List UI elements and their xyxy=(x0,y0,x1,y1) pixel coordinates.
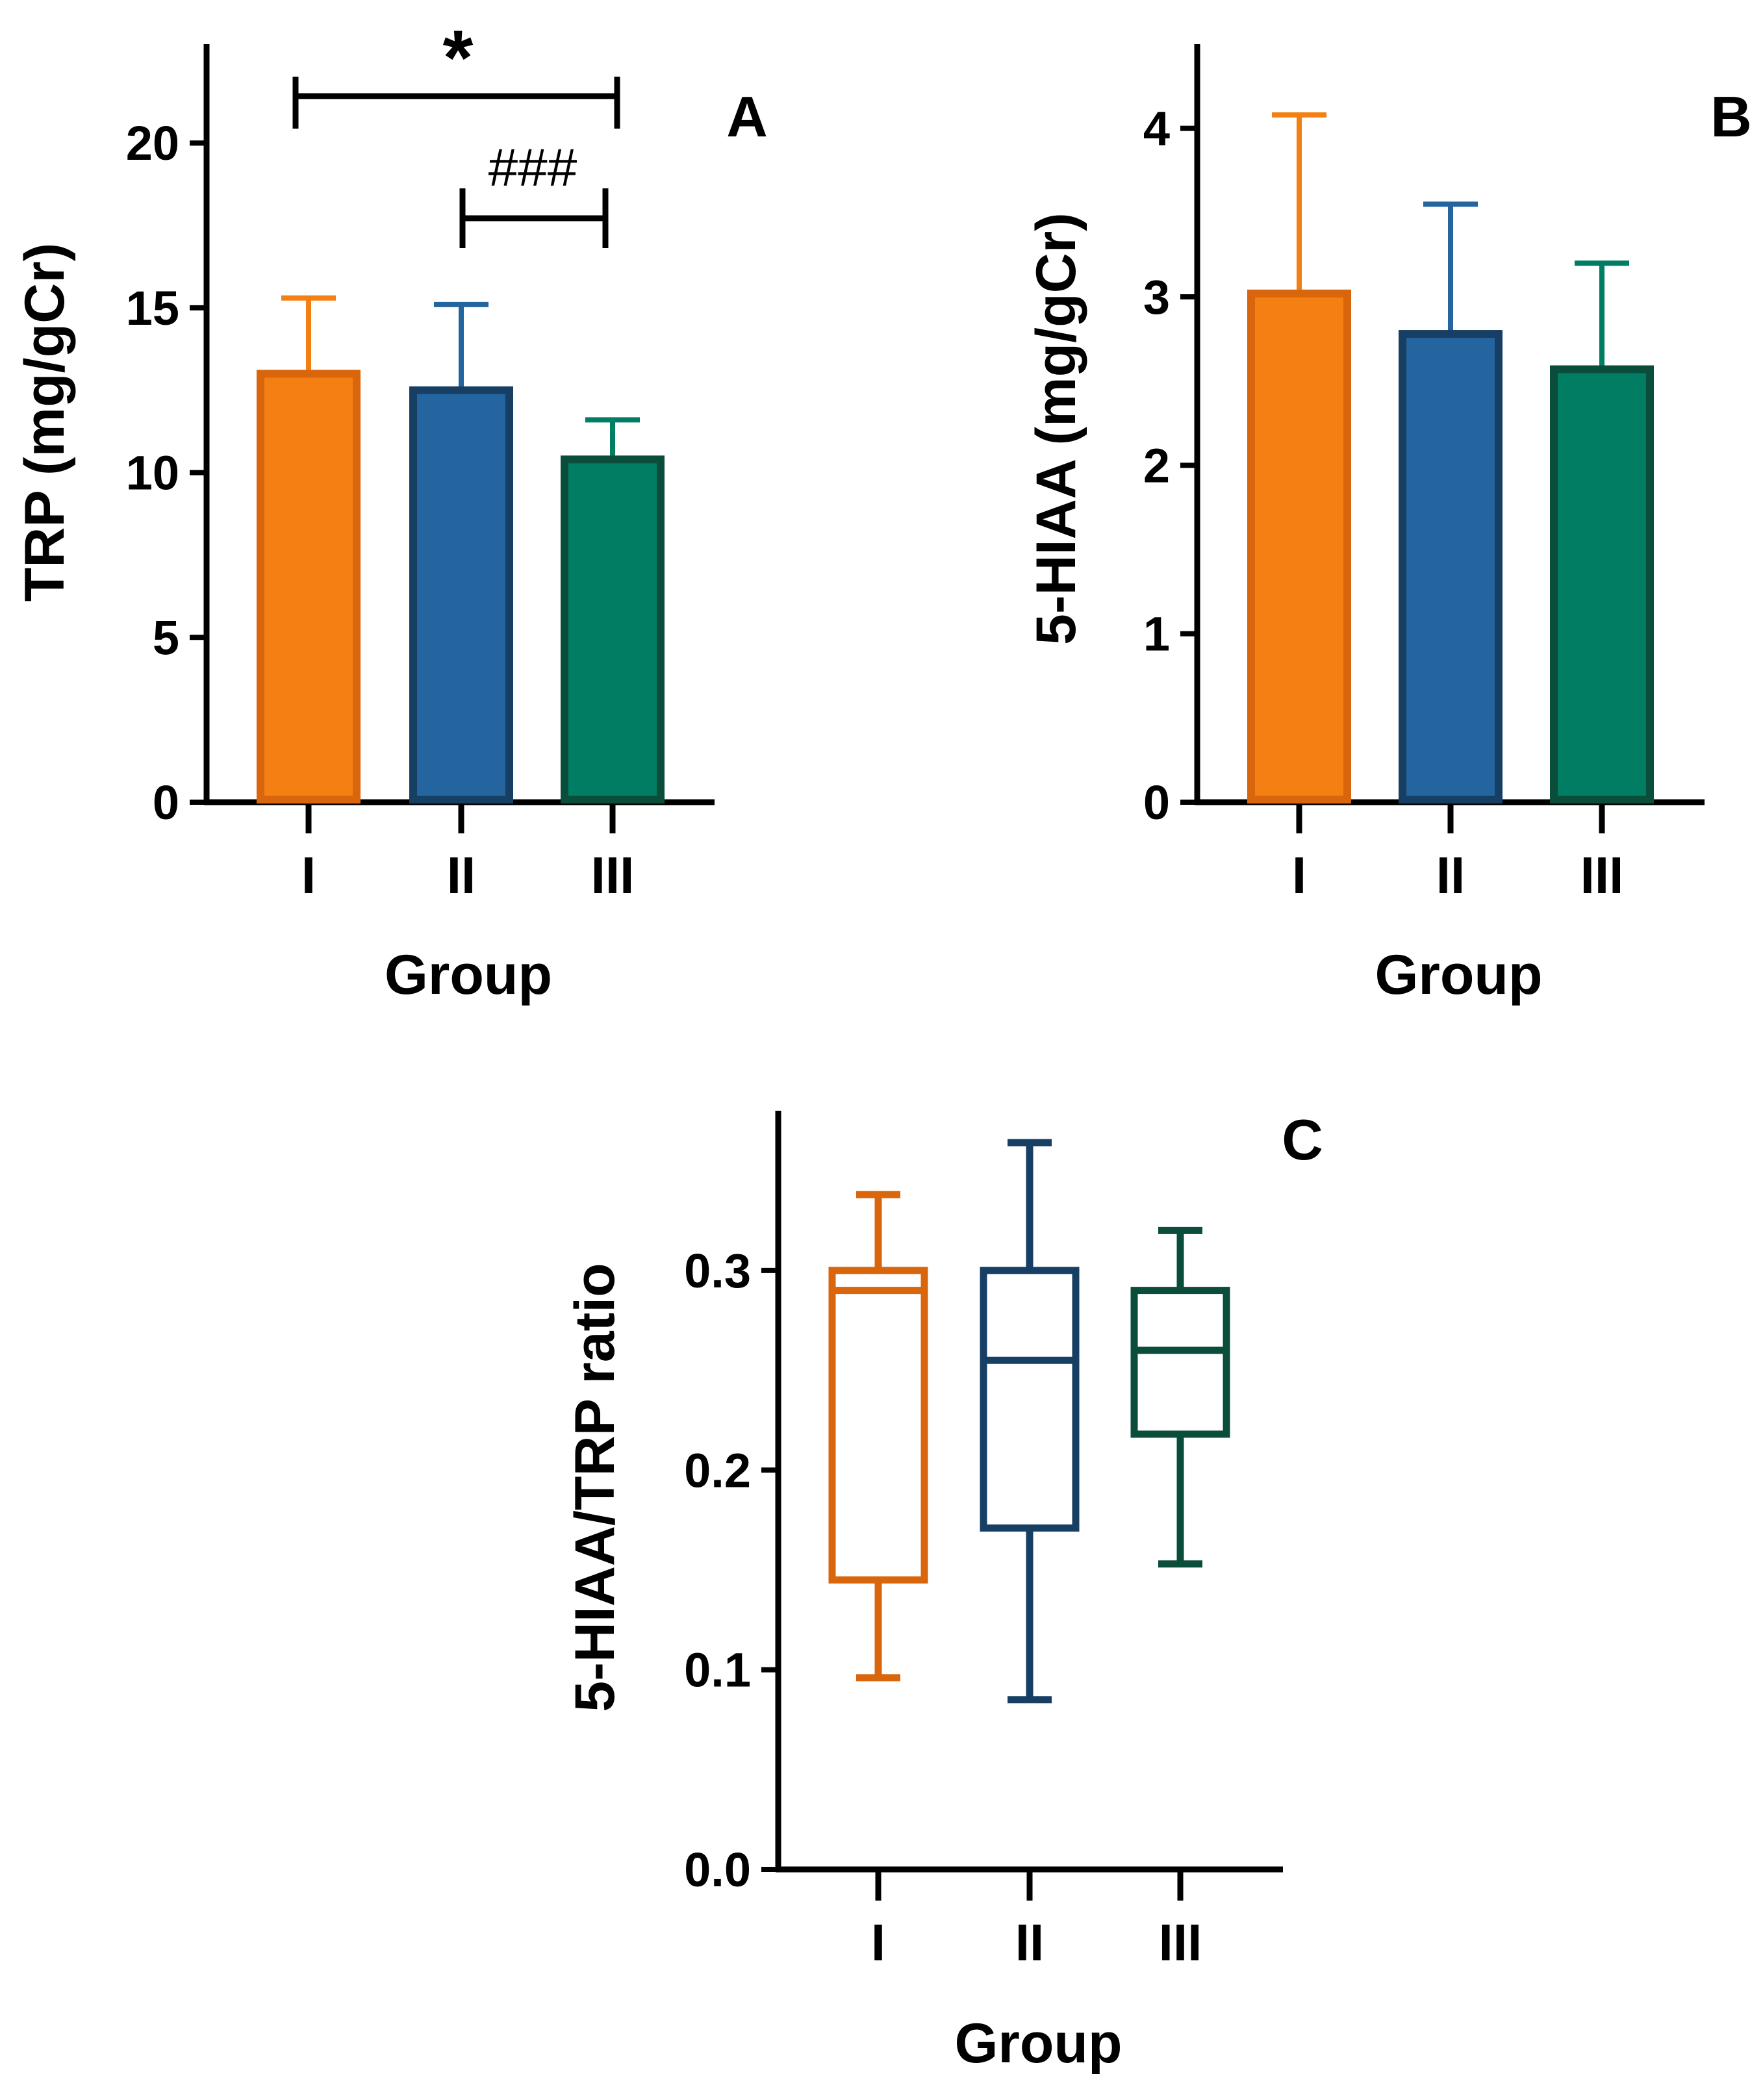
bar-II xyxy=(1399,330,1503,803)
x-axis-title: Group xyxy=(955,2012,1122,2075)
y-tick-label: 10 xyxy=(126,446,179,500)
x-tick-label-II: II xyxy=(447,846,476,904)
box-I xyxy=(828,1267,928,1584)
y-tick-label: 1 xyxy=(1143,607,1170,661)
y-tick-label: 15 xyxy=(126,281,179,335)
y-tick-label: 3 xyxy=(1143,270,1170,324)
y-tick-label: 0 xyxy=(153,776,179,829)
panel-letter-b: B xyxy=(1710,84,1752,149)
y-tick-label: 0.2 xyxy=(684,1443,751,1497)
y-tick-label: 5 xyxy=(153,611,179,664)
x-tick-label-II: II xyxy=(1015,1914,1044,1971)
x-tick-label-III: III xyxy=(591,846,635,904)
bar-I xyxy=(257,370,361,803)
bar-III xyxy=(1550,365,1654,803)
x-tick-label-I: I xyxy=(1292,846,1306,904)
y-axis-title: 5-HIAA (mg/gCr) xyxy=(1025,212,1087,645)
y-tick-label: 0.1 xyxy=(684,1643,751,1697)
x-axis-title: Group xyxy=(385,944,552,1006)
bar-I xyxy=(1247,289,1351,803)
significance-star: * xyxy=(443,14,474,101)
box-II xyxy=(980,1267,1080,1532)
bar-III xyxy=(561,455,665,803)
x-tick-label-III: III xyxy=(1580,846,1624,904)
y-tick-label: 0.0 xyxy=(684,1843,751,1897)
x-tick-label-III: III xyxy=(1159,1914,1202,1971)
y-tick-label: 4 xyxy=(1143,102,1170,156)
y-axis-title: TRP (mg/gCr) xyxy=(14,243,76,602)
x-axis-title: Group xyxy=(1375,944,1543,1006)
x-tick-label-I: I xyxy=(871,1914,885,1971)
y-axis-title: 5-HIAA/TRP ratio xyxy=(564,1263,626,1712)
box-III xyxy=(1130,1287,1230,1438)
y-tick-label: 0 xyxy=(1143,776,1170,829)
y-tick-label: 20 xyxy=(126,116,179,170)
significance-hash: ### xyxy=(488,138,577,197)
panel-letter-a: A xyxy=(726,84,768,149)
y-tick-label: 0.3 xyxy=(684,1244,751,1298)
x-tick-label-I: I xyxy=(301,846,316,904)
y-tick-label: 2 xyxy=(1143,438,1170,492)
bar-II xyxy=(409,386,513,803)
x-tick-label-II: II xyxy=(1436,846,1465,904)
panel-letter-c: C xyxy=(1282,1107,1323,1172)
